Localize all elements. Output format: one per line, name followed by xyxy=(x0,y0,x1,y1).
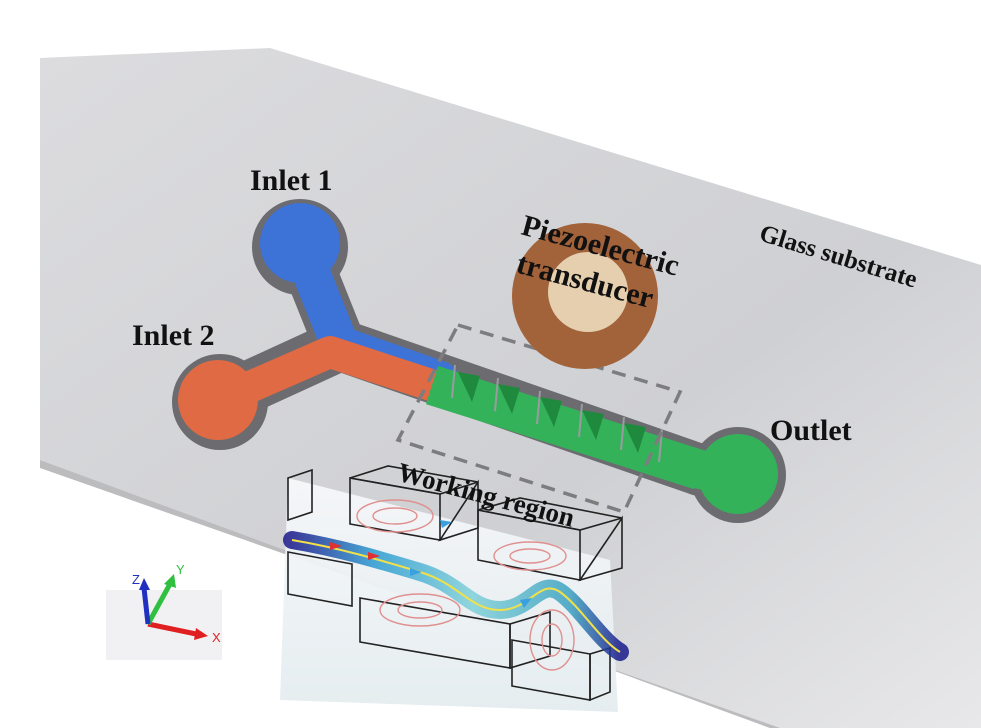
working-region-inset xyxy=(280,465,629,712)
y-axis-label: Y xyxy=(176,562,185,577)
inlet-1-label: Inlet 1 xyxy=(250,164,333,197)
mixing-channel xyxy=(425,364,778,514)
x-axis-label: X xyxy=(212,630,221,645)
inlet-2-channel xyxy=(178,336,456,440)
axes-triad: X Y Z xyxy=(106,562,222,660)
outlet-label: Outlet xyxy=(770,414,852,447)
z-axis-label: Z xyxy=(132,572,140,587)
piezoelectric-transducer xyxy=(512,223,658,369)
working-region-box xyxy=(395,322,683,515)
inlet-2-label: Inlet 2 xyxy=(132,319,215,352)
